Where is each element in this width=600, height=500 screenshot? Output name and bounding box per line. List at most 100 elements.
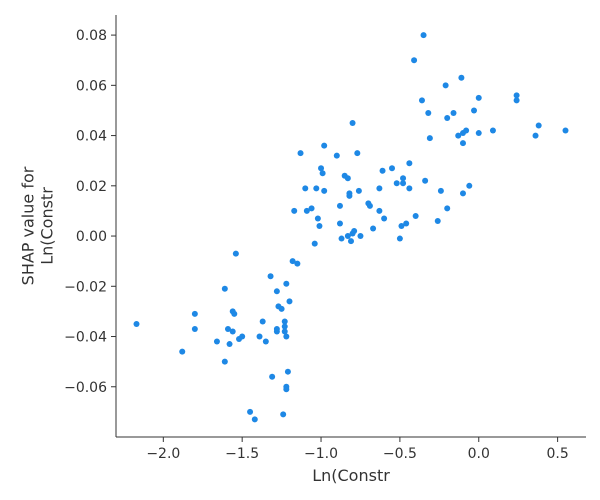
y-tick-label: 0.02 — [76, 179, 107, 195]
data-point — [302, 185, 309, 192]
data-point — [321, 142, 328, 149]
x-tick-label: −2.0 — [146, 446, 180, 462]
data-point — [355, 187, 362, 194]
data-point — [463, 127, 470, 134]
data-point — [281, 328, 288, 335]
y-axis-ticks: −0.06 −0.04 −0.02 0.00 0.02 0.04 0.06 0.08 — [64, 28, 116, 396]
data-points — [133, 32, 569, 423]
data-point — [280, 411, 287, 418]
data-point — [278, 305, 285, 312]
data-point — [346, 190, 353, 197]
data-point — [349, 120, 356, 127]
data-point — [379, 167, 386, 174]
x-tick-label: −1.0 — [304, 446, 338, 462]
data-point — [191, 325, 198, 332]
data-point — [316, 223, 323, 229]
data-point — [311, 240, 318, 247]
data-point — [400, 180, 407, 187]
data-point — [459, 190, 466, 197]
data-point — [475, 94, 482, 101]
data-point — [434, 217, 441, 224]
data-point — [273, 328, 280, 335]
data-point — [366, 202, 373, 209]
data-point — [232, 250, 239, 257]
data-point — [458, 74, 465, 81]
data-point — [191, 310, 198, 317]
y-tick-label: −0.06 — [64, 380, 107, 396]
data-point — [338, 235, 345, 242]
x-axis-label: Ln(Constr — [312, 466, 390, 485]
y-tick-label: 0.04 — [76, 129, 107, 145]
data-point — [420, 32, 427, 39]
data-point — [291, 207, 298, 214]
data-point — [224, 325, 231, 332]
data-point — [318, 165, 325, 172]
data-point — [444, 205, 451, 212]
data-point — [231, 310, 238, 317]
data-point — [426, 135, 433, 142]
data-point — [513, 92, 520, 99]
data-point — [381, 215, 388, 222]
y-tick-label: 0.00 — [76, 229, 107, 245]
data-point — [239, 333, 246, 340]
y-tick-label: 0.08 — [76, 28, 107, 44]
data-point — [471, 107, 478, 114]
data-point — [336, 202, 343, 209]
data-point — [412, 212, 419, 219]
data-point — [303, 207, 310, 214]
x-tick-label: −1.5 — [225, 446, 259, 462]
data-point — [400, 175, 407, 182]
data-point — [406, 185, 413, 192]
data-point — [455, 132, 462, 139]
x-axis-ticks: −2.0 −1.5 −1.0 −0.5 0.0 0.5 — [146, 437, 569, 462]
data-point — [262, 338, 269, 345]
data-point — [489, 127, 496, 134]
data-point — [398, 223, 405, 229]
data-point — [289, 258, 296, 265]
data-point — [376, 207, 383, 214]
data-point — [450, 109, 457, 116]
data-point — [269, 373, 276, 380]
data-point — [425, 109, 432, 116]
data-point — [336, 220, 343, 227]
y-tick-label: −0.02 — [64, 279, 107, 295]
data-point — [437, 187, 444, 194]
data-point — [406, 160, 413, 167]
y-tick-label: 0.06 — [76, 78, 107, 94]
data-point — [273, 288, 280, 295]
data-point — [393, 180, 400, 187]
data-point — [422, 177, 429, 184]
data-point — [319, 170, 326, 177]
data-point — [333, 152, 340, 159]
data-point — [535, 122, 542, 129]
data-point — [229, 328, 236, 335]
data-point — [313, 185, 320, 192]
data-point — [344, 175, 351, 182]
data-point — [562, 127, 569, 134]
data-point — [247, 408, 254, 415]
data-point — [281, 318, 288, 325]
data-point — [251, 416, 258, 423]
y-axis-label-line-1: SHAP value for — [19, 166, 38, 285]
data-point — [513, 97, 520, 104]
data-point — [459, 140, 466, 147]
data-point — [403, 220, 410, 227]
data-point — [221, 358, 228, 365]
data-point — [411, 57, 418, 64]
y-tick-label: −0.04 — [64, 330, 107, 346]
data-point — [389, 165, 396, 172]
data-point — [321, 187, 328, 194]
data-point — [267, 273, 274, 280]
data-point — [351, 228, 358, 235]
data-point — [348, 238, 354, 245]
data-point — [283, 333, 290, 340]
data-point — [475, 130, 482, 137]
data-point — [221, 285, 228, 292]
data-point — [133, 320, 140, 327]
data-point — [370, 225, 377, 232]
data-point — [314, 215, 321, 222]
data-point — [286, 298, 293, 305]
x-tick-label: 0.5 — [546, 446, 568, 462]
data-point — [357, 233, 364, 240]
